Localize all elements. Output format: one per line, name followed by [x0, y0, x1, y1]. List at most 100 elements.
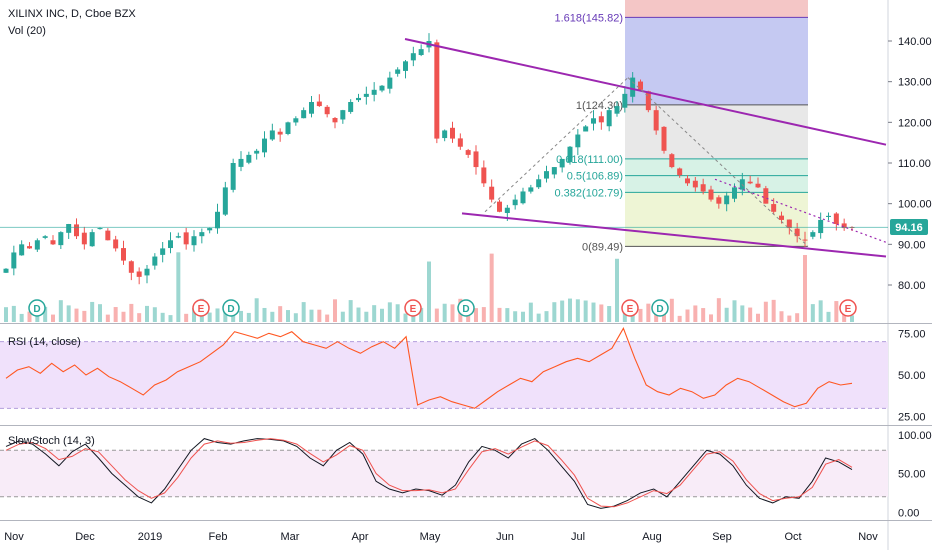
volume-bar	[497, 307, 502, 322]
stoch-tick-label: 50.00	[898, 469, 926, 481]
rsi-label[interactable]: RSI (14, close)	[8, 336, 81, 348]
candle-body	[677, 168, 683, 176]
candle-body	[168, 240, 173, 249]
fib-zone	[625, 104, 808, 159]
volume-bar	[90, 301, 95, 322]
volume-bar	[129, 303, 134, 322]
volume-bar	[622, 309, 627, 322]
x-tick-label: Apr	[351, 531, 368, 543]
earnings-marker-icon	[192, 299, 210, 317]
volume-bar	[356, 307, 361, 322]
candle-body	[34, 240, 40, 250]
volume-bar	[834, 301, 839, 322]
volume-bar	[842, 312, 847, 322]
candle-body	[700, 184, 706, 192]
candle-body	[481, 167, 487, 184]
candle-body	[614, 106, 620, 114]
candle-body	[645, 91, 651, 111]
trend-lines[interactable]	[0, 37, 888, 258]
volume-bar	[427, 261, 431, 322]
volume-bar	[607, 306, 612, 322]
volume-bar	[270, 311, 275, 322]
volume-bar	[724, 307, 729, 322]
volume-bar	[19, 313, 24, 322]
rsi-tick-label: 50.00	[898, 370, 926, 382]
fib-zone	[625, 17, 808, 105]
marker-letter: E	[627, 304, 634, 315]
candle-body	[230, 163, 236, 190]
volume-bar	[184, 313, 189, 322]
candle-body	[50, 240, 56, 245]
stoch-tick-label: 0.00	[898, 507, 919, 519]
candle-body	[606, 110, 612, 127]
dotted-trend-line	[714, 178, 887, 243]
candle-body	[465, 150, 471, 155]
axes: 80.00 90.00 100.00 110.00 120.00 130.00 140.00…	[4, 36, 931, 543]
volume-label[interactable]: Vol (20)	[8, 25, 46, 37]
volume-bar	[113, 307, 118, 322]
x-tick-label: Aug	[642, 531, 662, 543]
candle-body	[387, 77, 393, 89]
symbol-title[interactable]: XILINX INC, D, Cboe BZX	[8, 8, 136, 20]
rsi-band	[0, 341, 888, 409]
x-tick-label: 2019	[138, 531, 162, 543]
candle-body	[395, 69, 401, 74]
volume-bar	[152, 307, 157, 322]
x-tick-label: Oct	[784, 531, 801, 543]
volume-bar	[387, 302, 392, 322]
candle-body	[551, 167, 557, 175]
volume-bar	[591, 302, 596, 322]
volume-bar	[474, 308, 478, 322]
volume-bar	[677, 315, 682, 322]
candlestick-series	[3, 33, 855, 285]
volume-bar	[145, 305, 149, 322]
volume-bar	[333, 299, 337, 322]
earnings-marker-icon	[621, 299, 639, 317]
volume-bar	[317, 309, 322, 322]
candle-body	[340, 110, 346, 120]
volume-bar	[137, 313, 142, 322]
candle-body	[591, 118, 596, 124]
candle-body	[324, 106, 330, 115]
candle-body	[685, 178, 690, 184]
fib-zone	[625, 0, 808, 18]
candle-body	[763, 188, 769, 204]
fibonacci-retracement[interactable]: 1.618(145.82) 1(124.30) 0.618(111.00) 0.5(1…	[555, 0, 809, 253]
candle-body	[653, 110, 659, 131]
y-tick-label: 120.00	[898, 117, 932, 129]
volume-bar	[411, 311, 416, 322]
candle-body	[42, 236, 48, 238]
candle-body	[136, 271, 142, 277]
volume-bar	[51, 314, 55, 322]
dividend-marker-icon	[651, 299, 669, 317]
volume-bar	[325, 314, 330, 322]
fib-level-label: 1(124.30)	[576, 100, 623, 112]
volume-bar	[207, 312, 212, 322]
channel-lower-line	[461, 212, 887, 258]
volume-bar	[215, 308, 220, 322]
volume-bar	[685, 309, 690, 322]
candle-body	[285, 122, 291, 134]
volume-bar	[787, 315, 792, 322]
candle-body	[418, 49, 424, 56]
volume-bar	[552, 302, 557, 322]
volume-bar	[560, 300, 565, 322]
candle-body	[771, 204, 777, 212]
candle-body	[269, 130, 275, 140]
candle-body	[81, 232, 87, 245]
dividend-marker-icon	[457, 299, 475, 317]
volume-bar	[82, 310, 87, 322]
candle-body	[544, 171, 549, 179]
stoch-label[interactable]: SlowStoch (14, 3)	[8, 435, 95, 447]
volume-bar	[364, 311, 369, 322]
candle-body	[794, 228, 800, 237]
candle-body	[316, 101, 322, 107]
candle-body	[434, 42, 440, 139]
candle-body	[732, 187, 737, 199]
candle-body	[66, 224, 72, 233]
volume-bar	[254, 298, 259, 322]
candle-body	[747, 181, 753, 184]
candle-body	[630, 77, 636, 97]
